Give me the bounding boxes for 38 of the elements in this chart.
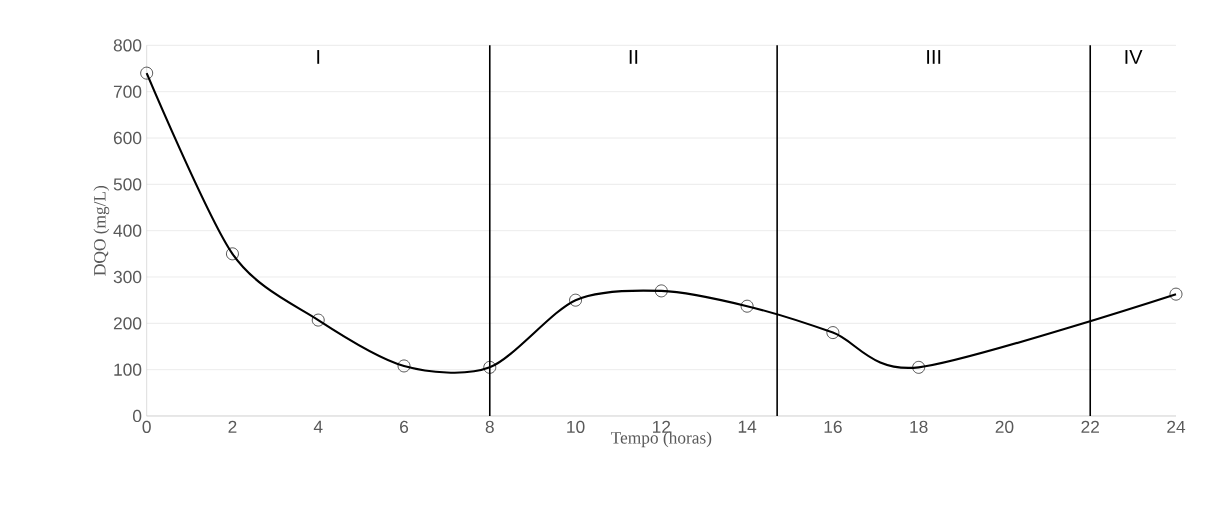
point	[740, 300, 754, 313]
x-tick-label: 18	[910, 420, 928, 434]
y-tick-label: 200	[113, 317, 142, 330]
point	[140, 66, 154, 80]
y-tick-label: 400	[113, 224, 142, 237]
x-tick-label: 6	[400, 420, 409, 434]
point	[483, 361, 497, 374]
point	[397, 359, 411, 373]
y-tick-label: 300	[113, 271, 142, 284]
annotation: III	[927, 50, 941, 64]
y-tick-label: 500	[113, 178, 142, 191]
point	[311, 313, 325, 327]
x-tick-label: 0	[142, 420, 151, 434]
y-tick-label: 100	[114, 363, 142, 376]
point	[569, 293, 582, 307]
point	[1169, 287, 1183, 301]
x-tick-label: 12	[653, 420, 671, 433]
y-tick-label: 800	[113, 39, 142, 52]
y-axis-title: DQO (mg/L)	[93, 186, 110, 276]
x-tick-label: 10	[567, 420, 585, 434]
x-tick-label: 8	[485, 420, 494, 434]
y-tick-label: 600	[113, 132, 142, 145]
x-tick-label: 4	[313, 420, 323, 433]
point	[226, 247, 239, 261]
y-tick-label: 700	[113, 85, 142, 98]
x-tick-label: 20	[995, 420, 1014, 434]
annotation: II	[629, 50, 638, 64]
x-tick-label: 22	[1081, 420, 1099, 433]
x-tick-label: 24	[1167, 420, 1186, 433]
point	[912, 361, 926, 374]
annotation: IV	[1125, 50, 1143, 64]
y-tick-label: 0	[132, 410, 142, 423]
annotation: I	[317, 50, 320, 64]
x-tick-label: 16	[824, 420, 842, 434]
x-tick-label: 2	[228, 420, 237, 433]
point	[654, 284, 668, 298]
point	[826, 326, 840, 340]
x-tick-label: 14	[738, 420, 757, 433]
